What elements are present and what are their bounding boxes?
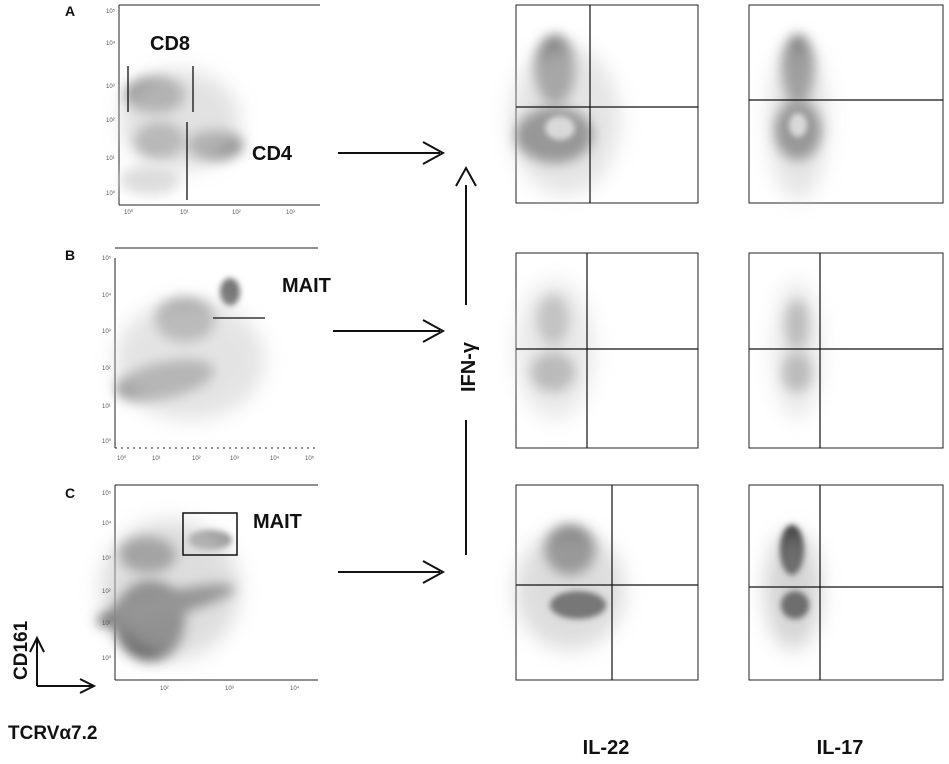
svg-text:10⁰: 10⁰ xyxy=(117,455,127,462)
svg-text:10⁰: 10⁰ xyxy=(124,209,134,216)
arrow-b xyxy=(333,319,446,343)
svg-text:10⁵: 10⁵ xyxy=(102,490,112,497)
svg-text:10²: 10² xyxy=(192,456,201,462)
svg-text:10³: 10³ xyxy=(225,686,234,692)
svg-text:10¹: 10¹ xyxy=(152,456,161,462)
svg-text:10⁴: 10⁴ xyxy=(102,292,112,299)
panel-b-letter: B xyxy=(65,247,75,263)
svg-text:10⁴: 10⁴ xyxy=(270,455,280,462)
svg-text:10³: 10³ xyxy=(230,456,239,462)
svg-text:10³: 10³ xyxy=(286,210,295,216)
panel-c-gating-plot: C MAIT 10⁵ 10⁴ 10³ 10² 10¹ 10⁰ 10² 10³ 1… xyxy=(65,484,318,692)
panel-b-cloud xyxy=(115,278,265,420)
svg-text:10²: 10² xyxy=(102,366,111,372)
svg-text:10⁵: 10⁵ xyxy=(102,255,112,262)
svg-text:10³: 10³ xyxy=(102,329,111,335)
svg-text:10³: 10³ xyxy=(102,556,111,562)
dotplot-b-il17 xyxy=(748,252,944,449)
svg-text:10²: 10² xyxy=(232,210,241,216)
panel-a-letter: A xyxy=(65,3,75,19)
panel-b-gating-plot: B MAIT 10⁵ 10⁴ 10³ 10² 10¹ 10⁰ 10⁰ 10¹ 1… xyxy=(65,247,331,462)
gate-label-cd8: CD8 xyxy=(150,33,190,55)
gate-label-cd4: CD4 xyxy=(252,143,293,165)
panel-c-tick-labels: 10⁵ 10⁴ 10³ 10² 10¹ 10⁰ 10² 10³ 10⁴ xyxy=(102,490,300,692)
gate-label-mait-b: MAIT xyxy=(282,275,331,297)
svg-text:10⁰: 10⁰ xyxy=(102,438,112,445)
svg-text:10⁰: 10⁰ xyxy=(102,655,112,662)
ifn-gamma-label: IFN-γ xyxy=(458,341,480,392)
svg-text:10²: 10² xyxy=(102,589,111,595)
svg-text:10⁴: 10⁴ xyxy=(106,40,116,47)
column-label-il22: IL-22 xyxy=(583,737,630,759)
gate-label-mait-c: MAIT xyxy=(253,511,302,533)
svg-text:10²: 10² xyxy=(160,686,169,692)
dotplot-c-il17 xyxy=(748,484,944,681)
panel-b-tick-labels: 10⁵ 10⁴ 10³ 10² 10¹ 10⁰ 10⁰ 10¹ 10² 10³ … xyxy=(102,255,315,462)
axis-orientation-arrows: CD161 TCRVα7.2 xyxy=(8,620,97,744)
arrow-c xyxy=(338,560,446,584)
svg-text:10⁵: 10⁵ xyxy=(305,455,315,462)
panel-a-tick-labels: 10⁵ 10⁴ 10³ 10² 10¹ 10⁰ 10⁰ 10¹ 10² 10³ xyxy=(106,8,295,216)
panel-a-gating-plot: A CD8 CD4 10⁵ 10⁴ 10³ 10² 10¹ 10⁰ 10⁰ 10… xyxy=(65,3,320,216)
dotplot-a-il22 xyxy=(510,4,699,204)
svg-text:10²: 10² xyxy=(106,118,115,124)
svg-text:10⁵: 10⁵ xyxy=(106,8,116,15)
svg-text:10¹: 10¹ xyxy=(102,621,111,627)
dotplot-c-il22 xyxy=(515,484,699,681)
svg-text:10¹: 10¹ xyxy=(180,210,189,216)
svg-text:10¹: 10¹ xyxy=(102,404,111,410)
svg-text:10¹: 10¹ xyxy=(106,156,115,162)
svg-text:10⁰: 10⁰ xyxy=(106,190,116,197)
dotplot-a-il17 xyxy=(748,4,944,204)
panel-c-letter: C xyxy=(65,485,75,501)
panel-a-cloud xyxy=(120,70,243,195)
ifn-gamma-axis: IFN-γ xyxy=(455,165,480,555)
x-axis-marker-label: TCRVα7.2 xyxy=(8,723,97,744)
svg-text:10⁴: 10⁴ xyxy=(290,685,300,692)
y-axis-marker-label: CD161 xyxy=(11,620,32,680)
dotplot-b-il22 xyxy=(515,252,699,449)
arrow-a xyxy=(338,141,446,165)
panel-c-cloud xyxy=(97,520,240,660)
column-label-il17: IL-17 xyxy=(817,737,864,759)
svg-text:10³: 10³ xyxy=(106,84,115,90)
svg-text:10⁴: 10⁴ xyxy=(102,520,112,527)
